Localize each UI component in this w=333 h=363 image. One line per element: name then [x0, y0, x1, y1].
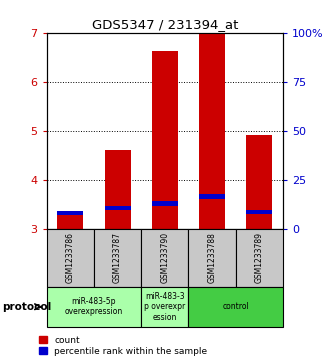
Text: miR-483-3
p overexpr
ession: miR-483-3 p overexpr ession [144, 292, 185, 322]
Bar [47, 229, 94, 287]
Text: GSM1233790: GSM1233790 [160, 232, 169, 283]
Bar [188, 229, 236, 287]
Text: control: control [222, 302, 249, 311]
Text: GSM1233787: GSM1233787 [113, 232, 122, 283]
Bar [246, 135, 272, 229]
Bar [199, 195, 225, 199]
Bar [105, 150, 131, 229]
Bar [188, 287, 283, 327]
Bar [152, 51, 178, 229]
Bar [246, 210, 272, 214]
Bar [94, 229, 141, 287]
Bar [57, 211, 83, 215]
Bar [152, 201, 178, 206]
Bar [57, 212, 83, 229]
Legend: count, percentile rank within the sample: count, percentile rank within the sample [38, 335, 208, 357]
Text: GSM1233789: GSM1233789 [255, 232, 264, 283]
Bar [105, 206, 131, 210]
Text: miR-483-5p
overexpression: miR-483-5p overexpression [65, 297, 123, 317]
Title: GDS5347 / 231394_at: GDS5347 / 231394_at [92, 19, 238, 32]
Bar [47, 287, 141, 327]
Text: GSM1233788: GSM1233788 [207, 232, 217, 283]
Text: protocol: protocol [2, 302, 51, 312]
Bar [199, 33, 225, 229]
Bar [141, 287, 188, 327]
Text: GSM1233786: GSM1233786 [66, 232, 75, 283]
Bar [236, 229, 283, 287]
Bar [141, 229, 188, 287]
